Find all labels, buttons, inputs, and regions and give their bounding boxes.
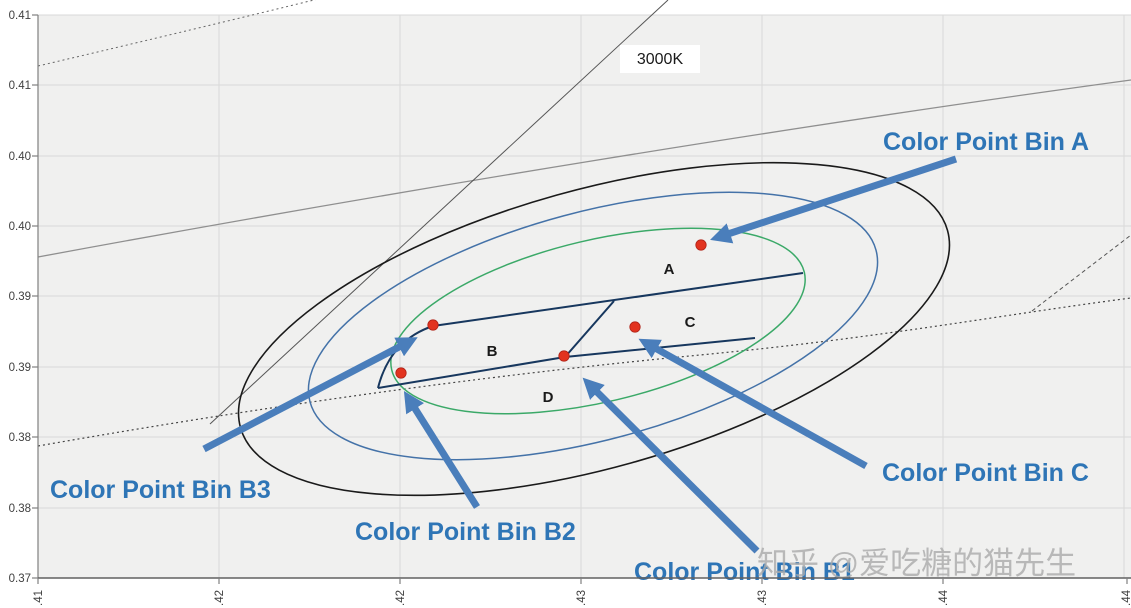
y-tick-1: 0.41 — [9, 80, 31, 92]
y-tick-8: 0.37 — [9, 573, 31, 585]
upper-iso-line — [37, 79, 1131, 258]
label-bin-b3: Color Point Bin B3 — [50, 476, 271, 504]
ellipse-middle-blue — [307, 191, 879, 461]
ellipse-inner-green — [390, 227, 806, 415]
cct-label-box — [620, 45, 700, 73]
bin-b-c-divider — [564, 300, 615, 358]
cct-label: 3000K — [637, 51, 684, 68]
arrow-bin-b1 — [582, 377, 760, 554]
bin-c-letter: C — [685, 314, 696, 331]
point-bin-a — [695, 239, 707, 251]
label-bin-b2: Color Point Bin B2 — [355, 518, 576, 546]
arrow-bin-b2 — [403, 391, 480, 509]
x-tick-labels: .41 .42 .42 .43 .43 .44 .44 — [33, 589, 1131, 606]
arrow-bin-a — [710, 155, 958, 244]
point-bin-b3 — [427, 319, 439, 331]
x-tick-0: .41 — [33, 590, 45, 606]
y-tick-3: 0.40 — [9, 221, 31, 233]
y-tick-5: 0.39 — [9, 362, 31, 374]
bin-b-letter: B — [487, 343, 498, 360]
x-tick-1: .42 — [214, 590, 226, 606]
arrow-bin-b3 — [202, 337, 418, 453]
watermark-text: 知乎 @爱吃糖的猫先生 — [757, 546, 1076, 581]
point-bin-b2 — [395, 367, 407, 379]
y-tick-4: 0.39 — [9, 291, 31, 303]
y-tick-7: 0.38 — [9, 503, 31, 515]
y-tick-6: 0.38 — [9, 432, 31, 444]
color-points — [395, 239, 707, 379]
bin-top-edge — [432, 272, 804, 327]
axes-lines — [32, 14, 1131, 584]
x-tick-6: .44 — [1121, 589, 1131, 606]
upper-dotted-locus-line — [37, 0, 316, 67]
x-tick-3: .43 — [576, 590, 588, 606]
y-tick-2: 0.40 — [9, 151, 31, 163]
point-bin-b1 — [558, 350, 570, 362]
label-bin-b1: Color Point Bin B1 — [634, 558, 855, 586]
gridlines — [38, 14, 1131, 578]
cct-3000k-iso-line — [209, 0, 669, 425]
arrow-bin-c — [638, 338, 868, 470]
y-tick-0: 0.41 — [9, 10, 31, 22]
x-tick-5: .44 — [938, 589, 950, 606]
x-tick-2: .42 — [395, 590, 407, 606]
point-bin-c — [629, 321, 641, 333]
bin-a-letter: A — [664, 261, 675, 278]
label-bin-c: Color Point Bin C — [882, 459, 1089, 487]
label-bin-a: Color Point Bin A — [883, 128, 1089, 156]
x-tick-4: .43 — [757, 590, 769, 606]
y-tick-labels: 0.41 0.41 0.40 0.40 0.39 0.39 0.38 0.38 … — [9, 10, 31, 585]
callout-arrows — [202, 155, 958, 554]
bin-d-letter: D — [543, 389, 554, 406]
